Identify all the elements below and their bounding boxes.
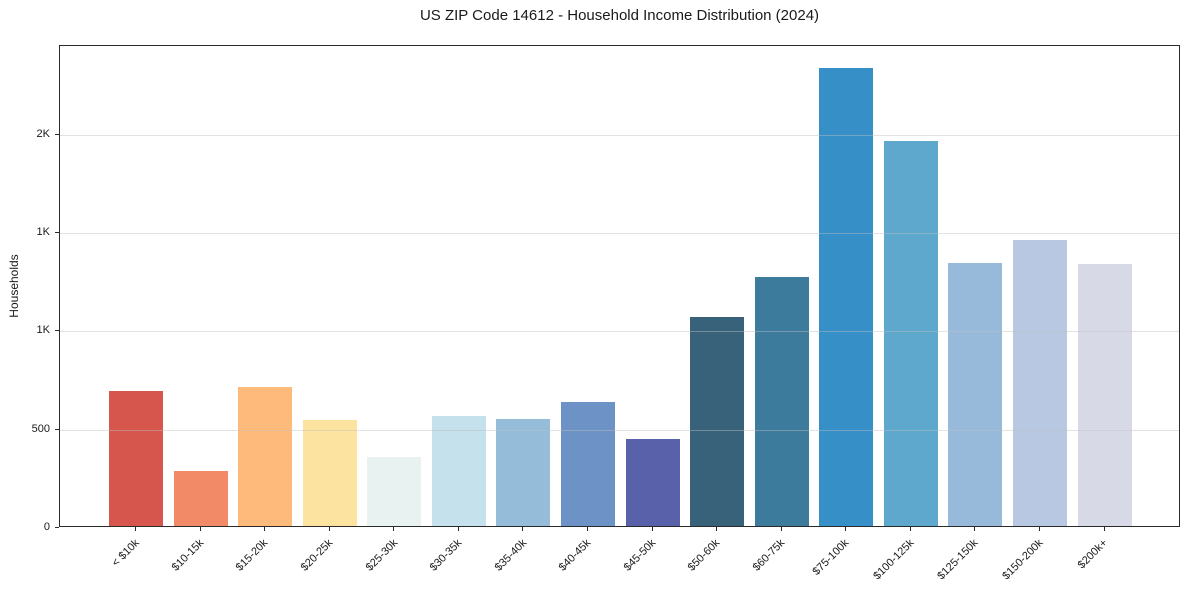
x-tick-mark — [393, 527, 395, 531]
y-tick-mark — [55, 527, 59, 528]
x-tick-label: $25-30k — [363, 537, 400, 574]
x-tick-mark — [522, 527, 524, 531]
gridline — [60, 232, 1179, 234]
bar — [690, 316, 745, 526]
y-tick-label: 2K — [36, 127, 50, 140]
gridline — [60, 134, 1179, 136]
y-tick-mark — [55, 428, 59, 430]
x-tick-mark — [1103, 527, 1105, 531]
bar — [109, 391, 163, 526]
plot-area — [59, 45, 1180, 527]
bar — [625, 439, 680, 526]
x-tick-label: $50-60k — [685, 537, 723, 574]
x-tick-label: $20-25k — [298, 537, 336, 574]
bar — [367, 457, 422, 526]
y-tick-label: 0 — [43, 521, 50, 533]
y-axis-label: Households — [7, 254, 21, 318]
bar — [948, 263, 1003, 526]
x-tick-mark — [199, 527, 201, 531]
bar — [1012, 239, 1067, 526]
x-tick-mark — [587, 527, 588, 531]
bar — [173, 470, 228, 526]
bar — [302, 419, 357, 526]
x-tick-label: $35-40k — [492, 537, 529, 574]
x-tick-mark — [264, 527, 266, 531]
x-tick-mark — [1039, 527, 1040, 531]
x-tick-mark — [328, 527, 330, 531]
bar — [238, 387, 293, 526]
y-tick-label: 1K — [36, 225, 50, 238]
x-tick-label: < $10k — [109, 537, 142, 570]
x-tick-mark — [909, 527, 911, 531]
gridline — [60, 429, 1179, 431]
bar — [883, 141, 938, 526]
x-tick-label: $15-20k — [233, 537, 271, 574]
bar — [560, 402, 615, 526]
y-tick-mark — [55, 231, 59, 233]
y-tick-mark — [55, 133, 59, 135]
x-tick-label: $150-200k — [1000, 537, 1046, 583]
x-tick-label: $30-35k — [427, 537, 465, 574]
bar — [754, 277, 809, 526]
bar — [431, 415, 486, 526]
x-tick-label: $60-75k — [750, 537, 788, 574]
x-tick-label: $100-125k — [871, 537, 917, 583]
bar — [1077, 264, 1132, 526]
y-tick-label: 1K — [36, 324, 50, 337]
x-tick-mark — [651, 527, 653, 531]
x-tick-mark — [135, 527, 136, 531]
chart-title: US ZIP Code 14612 - Household Income Dis… — [419, 7, 820, 24]
x-tick-mark — [780, 527, 782, 531]
bar — [819, 67, 874, 526]
x-tick-label: $40-45k — [556, 537, 594, 574]
x-tick-label: $10-15k — [169, 537, 207, 574]
x-tick-label: $45-50k — [621, 537, 659, 574]
y-tick-label: 500 — [31, 422, 50, 435]
x-tick-label: $200k+ — [1075, 537, 1110, 572]
gridline — [60, 331, 1179, 333]
x-tick-mark — [457, 527, 459, 531]
x-tick-mark — [845, 527, 847, 531]
bar — [496, 418, 551, 526]
x-tick-label: $75-100k — [810, 537, 852, 578]
x-tick-label: $125-150k — [935, 537, 981, 583]
x-tick-mark — [716, 527, 718, 531]
x-tick-mark — [974, 527, 976, 531]
y-tick-mark — [55, 330, 59, 332]
